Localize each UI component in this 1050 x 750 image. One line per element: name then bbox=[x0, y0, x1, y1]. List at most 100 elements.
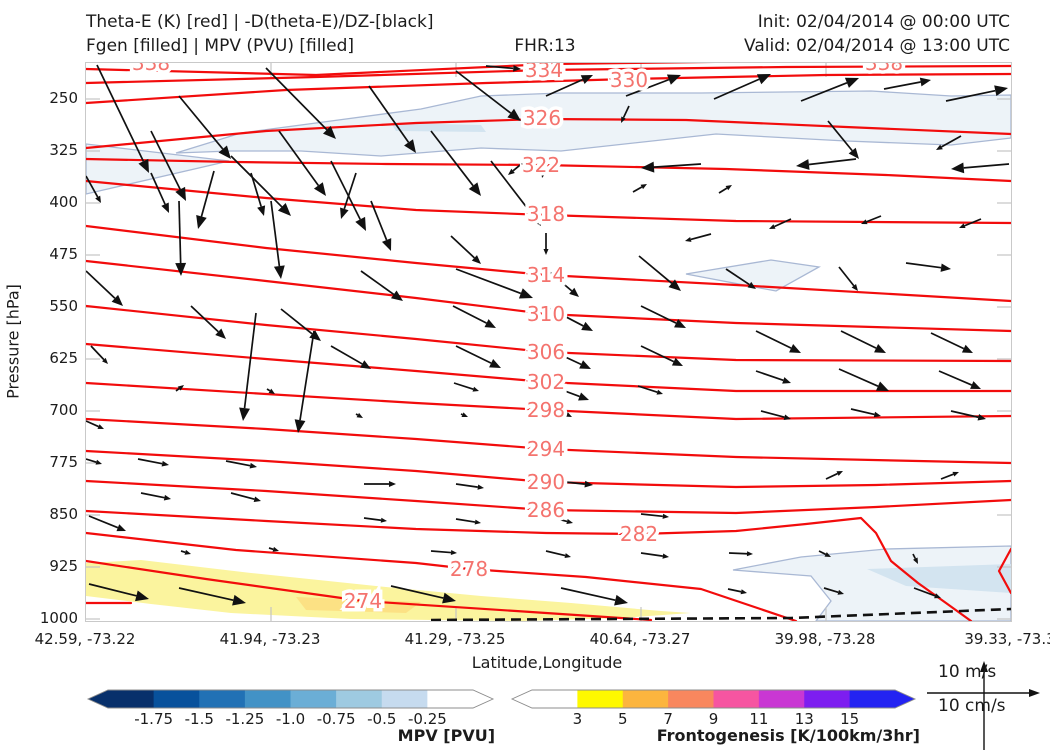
wind-arrow bbox=[548, 307, 593, 331]
wind-arrow bbox=[913, 587, 941, 599]
wind-arrow-head bbox=[472, 386, 479, 392]
x-tick-label: 40.64, -73.27 bbox=[589, 630, 691, 648]
wind-arrow bbox=[239, 312, 257, 421]
wind-arrow-shaft bbox=[140, 492, 165, 499]
wind-arrow-shaft bbox=[545, 383, 580, 398]
wind-arrow bbox=[137, 458, 169, 467]
wind-arrow-shaft bbox=[545, 268, 573, 292]
theta-e-contour-label: 338 bbox=[132, 63, 170, 75]
wind-arrow bbox=[563, 412, 572, 417]
wind-arrow-shaft bbox=[230, 492, 255, 501]
wind-arrow bbox=[363, 517, 387, 523]
wind-arrow-head bbox=[565, 412, 572, 417]
wind-arrow-head bbox=[471, 255, 481, 264]
theta-e-contour-line bbox=[86, 259, 1011, 333]
wind-arrow-shaft bbox=[941, 135, 962, 148]
wind-arrow bbox=[266, 388, 275, 394]
wind-arrow-head bbox=[461, 412, 468, 417]
plot-title-variables: Theta-E (K) [red] | -D(theta-E)/DZ-[blac… bbox=[86, 12, 434, 32]
wind-arrow-head bbox=[621, 116, 626, 123]
wind-arrow bbox=[718, 185, 732, 194]
wind-arrow-shaft bbox=[690, 233, 712, 241]
wind-arrow bbox=[490, 160, 541, 226]
forecast-hour-label: FHR:13 bbox=[514, 36, 576, 56]
theta-e-contour-label: 322 bbox=[522, 153, 560, 177]
theta-e-contour-line bbox=[86, 531, 798, 621]
wind-arrow-head bbox=[116, 524, 126, 532]
wind-arrow-shaft bbox=[827, 120, 853, 152]
wind-arrow bbox=[945, 85, 1008, 102]
x-tick-label: 39.98, -73.28 bbox=[774, 630, 876, 648]
fgen-colorbar-segment bbox=[532, 690, 578, 708]
wind-arrow-head bbox=[994, 85, 1008, 97]
wind-arrow-head bbox=[355, 216, 366, 231]
wind-arrow bbox=[823, 587, 844, 595]
wind-arrow-shaft bbox=[563, 412, 568, 416]
wind-arrow-head bbox=[961, 344, 973, 353]
fgen-colorbar-segment bbox=[758, 690, 805, 708]
y-tick-label: 475 bbox=[49, 245, 78, 263]
wind-arrow bbox=[86, 175, 101, 203]
wind-arrow-head bbox=[513, 65, 521, 72]
wind-arrow bbox=[450, 235, 481, 264]
wind-arrow-shaft bbox=[430, 550, 452, 554]
wind-arrow-head bbox=[360, 360, 371, 369]
wind-arrow bbox=[850, 408, 881, 418]
wind-arrow-head bbox=[340, 207, 349, 219]
wind-arrow-head bbox=[215, 328, 226, 339]
wind-arrow bbox=[641, 161, 702, 173]
wind-arrow bbox=[390, 585, 456, 604]
wind-arrow-shaft bbox=[137, 458, 163, 465]
fgen-filled-region bbox=[296, 597, 421, 613]
fgen-colorbar-tick-label: 7 bbox=[663, 710, 673, 728]
wind-arrow-shaft bbox=[363, 517, 382, 522]
colorbars-and-wind-legend bbox=[86, 661, 1040, 750]
wind-arrow-shaft bbox=[760, 410, 785, 419]
wind-arrow-head bbox=[528, 212, 541, 226]
mpv-colorbar-segment bbox=[108, 690, 155, 708]
wind-arrow-head bbox=[789, 344, 801, 353]
wind-arrow bbox=[640, 513, 669, 519]
wind-arrow-shaft bbox=[430, 130, 474, 187]
fgen-colorbar-title: Frontogenesis [K/100km/3hr] bbox=[656, 726, 920, 745]
wind-arrow bbox=[950, 410, 986, 421]
wind-scale-up-arrowhead bbox=[980, 661, 988, 672]
wind-arrow-head bbox=[518, 288, 533, 299]
wind-arrow bbox=[455, 70, 521, 121]
wind-arrow-head bbox=[566, 518, 573, 524]
wind-arrow bbox=[560, 587, 628, 606]
wind-arrow-head bbox=[756, 74, 771, 85]
wind-arrow bbox=[755, 370, 791, 384]
wind-arrow-shaft bbox=[940, 473, 954, 480]
dthetae-dz-dashed-line bbox=[430, 607, 1011, 621]
wind-arrow-shaft bbox=[755, 370, 784, 382]
wind-arrow bbox=[755, 330, 801, 353]
wind-arrow-shaft bbox=[818, 550, 827, 556]
wind-arrow-shaft bbox=[200, 170, 215, 217]
wind-arrow-head bbox=[746, 551, 753, 557]
wind-arrow-head bbox=[836, 471, 843, 476]
wind-arrow-head bbox=[685, 237, 692, 242]
wind-arrow-shaft bbox=[938, 370, 973, 386]
wind-arrow bbox=[294, 330, 315, 433]
wind-arrow-shaft bbox=[190, 305, 219, 333]
wind-arrow-head bbox=[489, 359, 501, 368]
wind-arrow bbox=[508, 155, 532, 175]
wind-arrow-shaft bbox=[265, 67, 328, 131]
wind-arrow-head bbox=[674, 319, 686, 328]
wind-arrow bbox=[175, 200, 187, 276]
wind-arrow bbox=[727, 588, 747, 595]
theta-e-contour-line bbox=[86, 342, 1011, 393]
wind-arrow-head bbox=[662, 553, 669, 559]
wind-arrow bbox=[838, 368, 889, 391]
wind-arrow bbox=[640, 305, 686, 328]
wind-arrow-head bbox=[388, 481, 396, 487]
wind-arrow bbox=[280, 308, 321, 341]
wind-arrow bbox=[825, 471, 843, 480]
mpv-colorbar-left-tip bbox=[88, 690, 108, 708]
wind-arrow-shaft bbox=[913, 587, 936, 597]
wind-arrow-head bbox=[769, 224, 776, 229]
y-tick-label: 925 bbox=[49, 557, 78, 575]
wind-arrow-shaft bbox=[622, 105, 630, 118]
wind-arrow bbox=[196, 170, 215, 229]
